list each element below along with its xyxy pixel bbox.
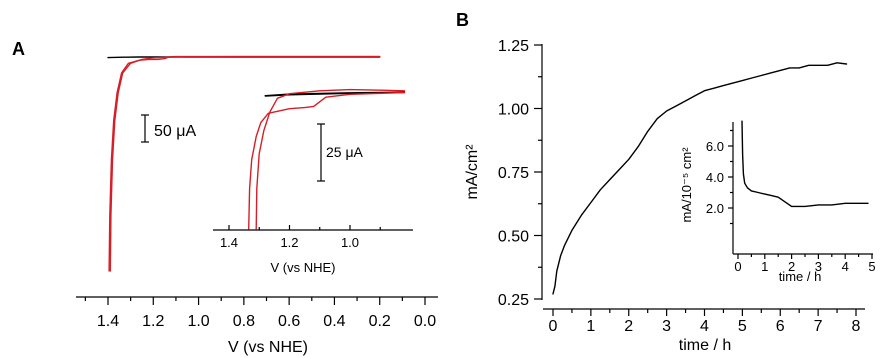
y-tick-label: 0.50 xyxy=(498,229,529,246)
y-tick-label: 1.00 xyxy=(498,102,529,119)
chart-a-inset-series-black-2 xyxy=(264,91,406,97)
chart-b-main-y-axis-label: mA/cm² xyxy=(464,144,481,200)
x-tick-label: 5 xyxy=(738,318,747,335)
x-tick-label: 2 xyxy=(624,318,633,335)
panel-a-label: A xyxy=(12,39,25,59)
y-tick-label: 1.25 xyxy=(498,38,529,55)
chart-a-main-series xyxy=(107,55,381,272)
chart-b-main-x-axis-label: time / h xyxy=(679,337,731,354)
y-tick-label: 6.0 xyxy=(706,139,724,154)
x-tick-label: 5 xyxy=(868,259,875,274)
chart-b-inset-y-axis-label: mA/10⁻⁵ cm² xyxy=(679,147,694,223)
chart-b-main-series xyxy=(552,62,848,295)
x-tick-label: 7 xyxy=(814,318,823,335)
x-tick-label: 1.0 xyxy=(187,313,209,330)
x-tick-label: 8 xyxy=(852,318,861,335)
panel-b-label: B xyxy=(456,10,469,30)
x-tick-label: 1.0 xyxy=(341,235,359,250)
chart-b-inset-series xyxy=(741,120,869,208)
chart-a-main: 1.4 1.2 1.0 0.8 0.6 0.4 0.2 0.0 V (vs NHE) 50 μ… xyxy=(76,55,438,356)
y-tick-label: 4.0 xyxy=(706,170,724,185)
chart-b-main-series-black-1 xyxy=(552,62,848,295)
scale-bar-label: 50 μA xyxy=(154,123,196,140)
x-tick-label: 3 xyxy=(815,259,822,274)
x-tick-label: 1.4 xyxy=(97,313,119,330)
chart-a-inset-series-red-3 xyxy=(248,91,406,230)
chart-a-main-x-axis-label: V (vs NHE) xyxy=(228,339,308,356)
chart-b-inset-ticks: 0 1 2 3 4 5 2.0 4.0 6.0 xyxy=(706,129,876,274)
x-tick-label: 0.6 xyxy=(278,313,300,330)
chart-a-inset-scale-bar: 25 μA xyxy=(317,123,364,182)
chart-a-inset-series xyxy=(248,88,406,230)
chart-b-inset-x-axis-label: time / h xyxy=(779,269,822,284)
x-tick-label: 3 xyxy=(662,318,671,335)
x-tick-label: 1 xyxy=(761,259,768,274)
x-tick-label: 1.2 xyxy=(142,313,164,330)
chart-b-main: 0 1 2 3 4 5 6 7 8 0.25 0.50 0.75 1.00 1.25 time / h m… xyxy=(464,38,865,354)
x-tick-label: 1.2 xyxy=(280,235,298,250)
y-tick-label: 2.0 xyxy=(706,201,724,216)
scale-bar-label: 25 μA xyxy=(326,144,364,160)
chart-a-main-scale-bar: 50 μA xyxy=(141,114,196,143)
chart-b-main-ticks: 0 1 2 3 4 5 6 7 8 0.25 0.50 0.75 1.00 1.25 xyxy=(498,38,861,335)
x-tick-label: 2 xyxy=(788,259,795,274)
chart-a-inset-x-axis-label: V (vs NHE) xyxy=(271,260,336,275)
chart-a-main-series-red-3 xyxy=(109,55,381,272)
x-tick-label: 0 xyxy=(734,259,741,274)
x-tick-label: 4 xyxy=(842,259,849,274)
x-tick-label: 0.2 xyxy=(369,313,391,330)
y-tick-label: 0.25 xyxy=(498,292,529,309)
x-tick-label: 1.4 xyxy=(220,235,238,250)
x-tick-label: 1 xyxy=(586,318,595,335)
x-tick-label: 4 xyxy=(700,318,709,335)
chart-a-inset: 1.4 1.2 1.0 V (vs NHE) 25 μA xyxy=(213,88,413,275)
chart-a-inset-ticks: 1.4 1.2 1.0 xyxy=(220,225,381,250)
x-tick-label: 0.4 xyxy=(323,313,345,330)
y-tick-label: 0.75 xyxy=(498,165,529,182)
x-tick-label: 0.8 xyxy=(233,313,255,330)
chart-a-main-ticks: 1.4 1.2 1.0 0.8 0.6 0.4 0.2 0.0 xyxy=(84,297,436,330)
chart-a-inset-series-red-4 xyxy=(255,88,406,230)
chart-a-main-series-red-2 xyxy=(108,55,381,272)
x-tick-label: 6 xyxy=(776,318,785,335)
x-tick-label: 0.0 xyxy=(414,313,436,330)
x-tick-label: 0 xyxy=(549,318,558,335)
chart-b-inset: 0 1 2 3 4 5 2.0 4.0 6.0 time / h mA/10⁻⁵ cm² xyxy=(679,120,876,284)
chart-b-inset-series-black-1 xyxy=(741,120,869,208)
